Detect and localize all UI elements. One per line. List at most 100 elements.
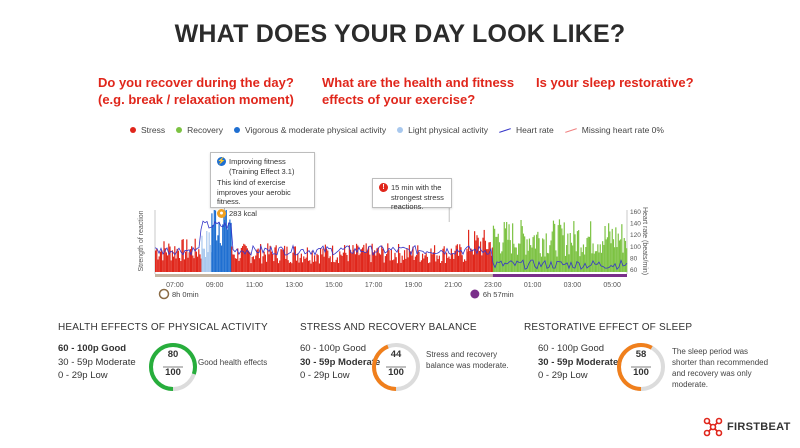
- chart-bar: [271, 254, 274, 272]
- chart-bar: [526, 239, 528, 272]
- legend-item-light: Light physical activity: [397, 125, 488, 135]
- chart-bar: [379, 254, 382, 272]
- chart-bar: [353, 249, 355, 272]
- chart-bar: [492, 225, 495, 272]
- chart-bar: [439, 262, 442, 272]
- gauge-max: 100: [165, 367, 181, 378]
- chart-bar: [307, 260, 310, 272]
- chart-bar: [158, 256, 160, 272]
- gauge-max: 100: [388, 367, 404, 378]
- gauge-max: 100: [633, 367, 649, 378]
- page-title: WHAT DOES YOUR DAY LOOK LIKE?: [174, 20, 626, 48]
- flame-icon: ●: [217, 208, 226, 218]
- chart-bar: [249, 252, 251, 272]
- chart-bar: [432, 252, 434, 272]
- chart-bar: [294, 246, 296, 272]
- chart-bar: [357, 245, 359, 272]
- chart-bar: [161, 250, 163, 272]
- section-title: HEALTH EFFECTS OF PHYSICAL ACTIVITY: [58, 322, 268, 333]
- chart-bar: [552, 220, 555, 272]
- chart-bar: [176, 248, 178, 272]
- chart-bar: [322, 248, 324, 272]
- chart-bar: [471, 249, 473, 272]
- chart-bar: [396, 263, 398, 272]
- y2-tick-label: 100: [630, 244, 641, 251]
- legend-item-vigorous: Vigorous & moderate physical activity: [234, 125, 386, 135]
- chart-bar: [596, 251, 598, 272]
- chart-bar: [342, 252, 344, 272]
- chart-bar: [563, 222, 565, 272]
- chart-bar: [448, 256, 450, 272]
- chart-bar: [182, 239, 184, 272]
- chart-bar: [281, 249, 283, 272]
- chart-bar: [469, 250, 471, 272]
- chart-bar: [405, 258, 407, 272]
- legend-label: Recovery: [187, 125, 223, 135]
- chart-bar: [175, 258, 177, 272]
- chart-bar: [457, 255, 460, 272]
- gauge-score: 44: [390, 349, 402, 360]
- chart-bar: [319, 248, 322, 272]
- x-tick-label: 21:00: [444, 282, 462, 289]
- chart-bar: [330, 262, 332, 272]
- chart-bar: [425, 253, 427, 272]
- scale-moderate: 30 - 59p Moderate: [58, 356, 136, 368]
- score-scale: 60 - 100p Good 30 - 59p Moderate 0 - 29p…: [58, 342, 136, 383]
- chart-bar: [486, 249, 488, 272]
- chart-bar: [474, 231, 476, 272]
- chart-bar: [555, 250, 557, 272]
- chart-bar: [261, 263, 263, 272]
- section-title: STRESS AND RECOVERY BALANCE: [300, 322, 477, 333]
- chart-bar: [329, 256, 331, 272]
- chart-bar: [435, 261, 437, 272]
- chart-legend: Stress Recovery Vigorous & moderate phys…: [130, 125, 730, 135]
- chart-bar: [352, 245, 354, 272]
- chart-bar: [218, 222, 220, 272]
- chart-bar: [427, 263, 430, 272]
- chart-bar: [527, 250, 529, 272]
- chart-bar: [581, 252, 583, 272]
- chart-bar: [311, 250, 313, 272]
- chart-bar: [438, 255, 440, 272]
- chart-bar: [558, 219, 561, 272]
- chart-bar: [441, 261, 443, 272]
- chart-bar: [548, 253, 550, 272]
- chart-bar: [345, 252, 347, 272]
- chart-bar: [500, 253, 502, 272]
- chart-bar: [234, 258, 236, 272]
- chart-bar: [575, 251, 577, 272]
- y2-tick-label: 140: [630, 221, 641, 228]
- chart-bar: [216, 240, 218, 272]
- chart-bar: [622, 252, 624, 272]
- chart-bar: [359, 253, 361, 272]
- chart-bar: [232, 254, 234, 272]
- chart-bar: [568, 254, 570, 272]
- chart-bar: [442, 248, 444, 272]
- chart-bar: [554, 223, 556, 272]
- chart-bar: [402, 259, 404, 272]
- chart-bar: [417, 245, 419, 272]
- chart-bar: [454, 250, 456, 272]
- chart-bar: [225, 210, 227, 272]
- chart-bar: [315, 261, 317, 272]
- chart-bar: [513, 243, 515, 272]
- chart-bar: [538, 238, 540, 272]
- chart-bar: [168, 243, 170, 272]
- chart-bar: [173, 256, 175, 272]
- chart-bar: [204, 257, 207, 272]
- y2-tick-label: 120: [630, 232, 641, 239]
- chart-bar: [611, 228, 613, 272]
- chart-bar: [413, 259, 415, 272]
- chart-bar: [381, 245, 383, 272]
- fitness-callout-kcal: 283 kcal: [229, 208, 257, 218]
- chart-bar: [525, 254, 527, 272]
- y-axis-label: Strength of reaction: [138, 210, 145, 271]
- chart-bar: [567, 233, 569, 272]
- chart-bar: [265, 261, 268, 272]
- chart-bar: [358, 255, 360, 272]
- score-gauge: 44 100: [370, 341, 422, 393]
- chart-bar: [383, 262, 385, 272]
- chart-bar: [449, 258, 451, 272]
- chart-bar: [304, 258, 306, 272]
- chart-bar: [496, 236, 498, 272]
